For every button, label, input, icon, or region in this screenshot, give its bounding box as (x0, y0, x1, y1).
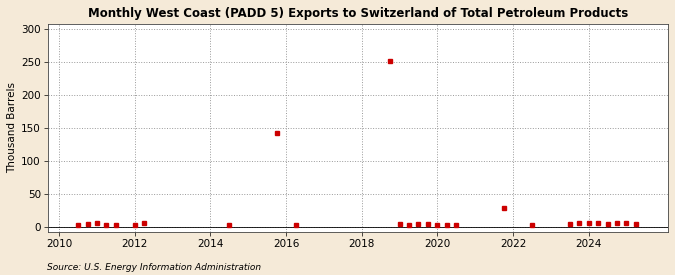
Title: Monthly West Coast (PADD 5) Exports to Switzerland of Total Petroleum Products: Monthly West Coast (PADD 5) Exports to S… (88, 7, 628, 20)
Y-axis label: Thousand Barrels: Thousand Barrels (7, 82, 17, 173)
Text: Source: U.S. Energy Information Administration: Source: U.S. Energy Information Administ… (47, 263, 261, 272)
